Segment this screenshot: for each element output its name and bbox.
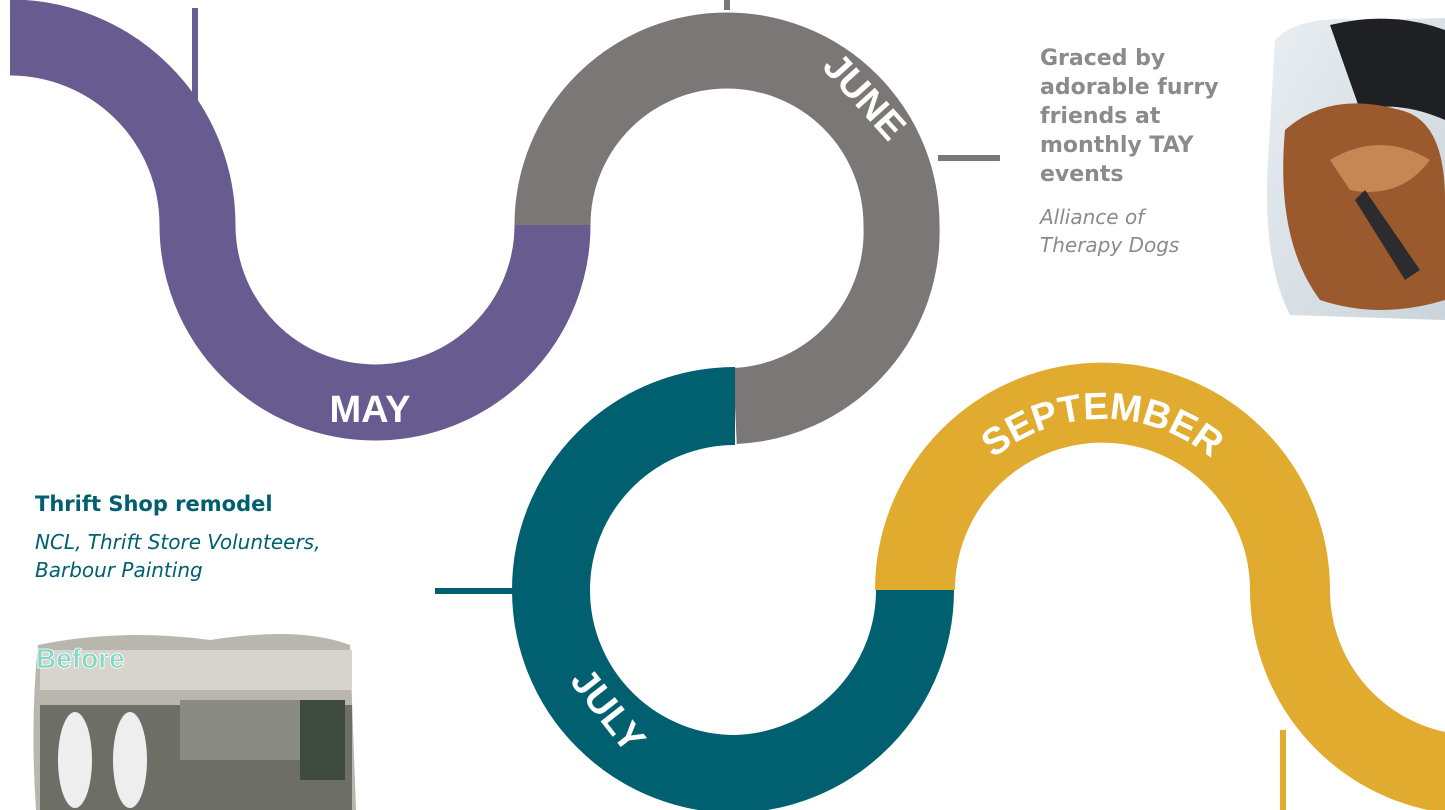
event-credit: NCL, Thrift Store Volunteers,Barbour Pai… [35,528,455,584]
text-line: Alliance of [1040,203,1270,231]
event-july: Thrift Shop remodel NCL, Thrift Store Vo… [35,490,455,584]
text-line: Graced by [1040,44,1270,73]
timeline-page: MAY JUNE JULY SEPTEMBER Before Graced by… [0,0,1445,810]
event-title: Thrift Shop remodel [35,490,455,518]
dog-photo [1267,18,1445,320]
may-band [10,38,553,403]
text-line: Therapy Dogs [1040,231,1270,259]
text-line: Barbour Painting [35,556,455,584]
text-line: events [1040,160,1270,189]
text-line: NCL, Thrift Store Volunteers, [35,528,455,556]
text-line: adorable furry [1040,73,1270,102]
text-line: Thrift Shop remodel [35,490,455,518]
text-line: friends at [1040,102,1270,131]
photo-caption: Before [36,643,125,674]
thrift-photo: Before [33,634,356,810]
text-line: monthly TAY [1040,131,1270,160]
month-label: MAY [330,389,411,431]
